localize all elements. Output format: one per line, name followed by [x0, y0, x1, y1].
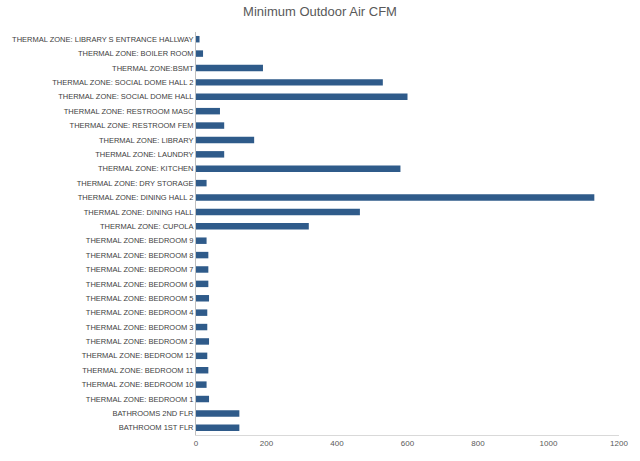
svg-text:THERMAL ZONE: BEDROOM 2: THERMAL ZONE: BEDROOM 2: [86, 337, 194, 346]
svg-text:200: 200: [260, 439, 274, 448]
svg-text:THERMAL ZONE: BEDROOM 6: THERMAL ZONE: BEDROOM 6: [86, 280, 194, 289]
svg-text:THERMAL ZONE: LIBRARY S ENTRAN: THERMAL ZONE: LIBRARY S ENTRANCE HALLWAY: [12, 35, 193, 44]
svg-text:600: 600: [401, 439, 415, 448]
svg-text:THERMAL ZONE: BEDROOM 1: THERMAL ZONE: BEDROOM 1: [86, 395, 194, 404]
svg-text:0: 0: [194, 439, 199, 448]
svg-text:800: 800: [471, 439, 485, 448]
svg-text:THERMAL ZONE: CUPOLA: THERMAL ZONE: CUPOLA: [100, 222, 194, 231]
svg-text:1000: 1000: [540, 439, 558, 448]
svg-text:1200: 1200: [610, 439, 628, 448]
svg-text:THERMAL ZONE: DRY STORAGE: THERMAL ZONE: DRY STORAGE: [77, 179, 194, 188]
svg-text:THERMAL ZONE: RESTROOM MASC: THERMAL ZONE: RESTROOM MASC: [64, 107, 194, 116]
svg-text:THERMAL ZONE:BSMT: THERMAL ZONE:BSMT: [112, 64, 194, 73]
svg-text:THERMAL ZONE: RESTROOM FEM: THERMAL ZONE: RESTROOM FEM: [70, 121, 194, 130]
svg-text:THERMAL ZONE: BEDROOM 3: THERMAL ZONE: BEDROOM 3: [86, 323, 194, 332]
svg-text:THERMAL ZONE: BEDROOM 12: THERMAL ZONE: BEDROOM 12: [82, 351, 194, 360]
svg-text:BATHROOM 1ST FLR: BATHROOM 1ST FLR: [119, 423, 194, 432]
svg-text:THERMAL ZONE: BEDROOM 9: THERMAL ZONE: BEDROOM 9: [86, 236, 194, 245]
svg-text:THERMAL ZONE: BEDROOM 7: THERMAL ZONE: BEDROOM 7: [86, 265, 194, 274]
svg-text:THERMAL ZONE: KITCHEN: THERMAL ZONE: KITCHEN: [98, 164, 194, 173]
svg-text:THERMAL ZONE: DINING HALL: THERMAL ZONE: DINING HALL: [84, 208, 194, 217]
svg-text:THERMAL ZONE: BOILER ROOM: THERMAL ZONE: BOILER ROOM: [78, 49, 194, 58]
svg-text:THERMAL ZONE: BEDROOM 5: THERMAL ZONE: BEDROOM 5: [86, 294, 194, 303]
svg-text:THERMAL ZONE: BEDROOM 8: THERMAL ZONE: BEDROOM 8: [86, 251, 194, 260]
svg-text:THERMAL ZONE: LAUNDRY: THERMAL ZONE: LAUNDRY: [95, 150, 193, 159]
svg-text:THERMAL ZONE: SOCIAL DOME HALL: THERMAL ZONE: SOCIAL DOME HALL: [58, 92, 193, 101]
svg-text:THERMAL ZONE: SOCIAL DOME HALL: THERMAL ZONE: SOCIAL DOME HALL 2: [52, 78, 193, 87]
svg-text:THERMAL ZONE: DINING HALL 2: THERMAL ZONE: DINING HALL 2: [78, 193, 194, 202]
svg-text:400: 400: [330, 439, 344, 448]
svg-text:Minimum Outdoor Air CFM: Minimum Outdoor Air CFM: [243, 4, 397, 19]
svg-text:THERMAL ZONE: BEDROOM 10: THERMAL ZONE: BEDROOM 10: [82, 380, 194, 389]
svg-text:THERMAL ZONE: BEDROOM 11: THERMAL ZONE: BEDROOM 11: [82, 366, 193, 375]
svg-text:BATHROOMS 2ND FLR: BATHROOMS 2ND FLR: [112, 409, 194, 418]
svg-text:THERMAL ZONE: LIBRARY: THERMAL ZONE: LIBRARY: [99, 136, 194, 145]
svg-text:THERMAL ZONE: BEDROOM 4: THERMAL ZONE: BEDROOM 4: [86, 308, 194, 317]
